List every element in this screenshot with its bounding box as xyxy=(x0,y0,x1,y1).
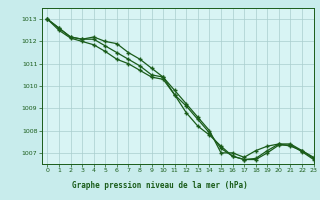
Text: Graphe pression niveau de la mer (hPa): Graphe pression niveau de la mer (hPa) xyxy=(72,180,248,190)
